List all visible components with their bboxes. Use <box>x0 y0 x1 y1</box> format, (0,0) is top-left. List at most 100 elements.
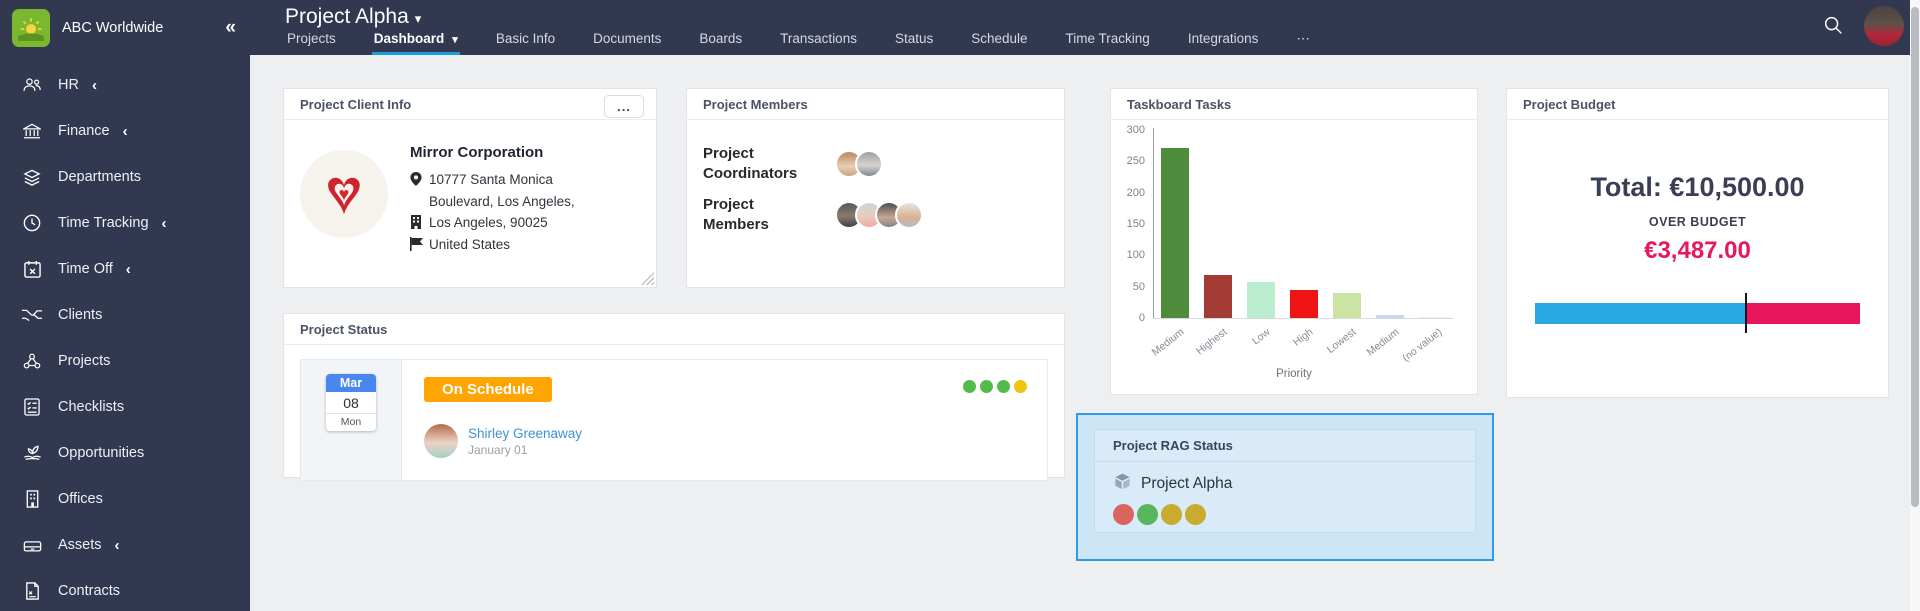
status-dots <box>963 380 1027 393</box>
sidebar-item-label: Time Tracking <box>58 215 149 231</box>
status-date-panel: Mar 08 Mon <box>300 359 402 481</box>
bar-chart: Priority 0 50 100 150 200 250 300 Medium Highest… <box>1111 120 1477 395</box>
card-title: Project Members <box>703 96 808 112</box>
y-axis <box>1153 128 1154 319</box>
card-project-rag-status-selected[interactable]: Project RAG Status Project Alpha <box>1076 413 1494 561</box>
sidebar-item-label: Finance <box>58 123 110 139</box>
bar-highest[interactable] <box>1204 275 1232 318</box>
scrollbar-track[interactable] <box>1910 0 1920 611</box>
handshake-icon <box>20 308 44 322</box>
members-body: Project Coordinators Project Members <box>687 120 1064 235</box>
rag-dot <box>1113 504 1134 525</box>
tab-status[interactable]: Status <box>894 31 934 46</box>
tab-projects[interactable]: Projects <box>287 31 336 46</box>
sidebar-collapse-icon[interactable]: « <box>225 16 236 38</box>
x-axis-category-label: High <box>1290 326 1316 349</box>
tab-basic-info[interactable]: Basic Info <box>495 31 556 46</box>
chevron-left-icon: ‹ <box>91 76 97 94</box>
layers-icon <box>20 169 44 186</box>
status-dot <box>963 380 976 393</box>
y-axis-tick-label: 100 <box>1126 249 1145 262</box>
brand: ABC Worldwide « <box>0 0 250 55</box>
member-row-label: Project Members <box>703 195 769 233</box>
sidebar-item-label: Offices <box>58 491 103 507</box>
sidebar-item-assets[interactable]: Assets ‹ <box>0 522 250 568</box>
bar-lowest[interactable] <box>1333 292 1361 318</box>
tab-transactions[interactable]: Transactions <box>780 31 857 46</box>
sidebar-item-label: Time Off <box>58 261 113 277</box>
company-logo-icon[interactable] <box>12 8 50 47</box>
resize-handle[interactable] <box>641 272 654 285</box>
sidebar-item-label: Departments <box>58 169 142 185</box>
card-taskboard-tasks: Taskboard Tasks Priority 0 50 100 150 200 250… <box>1110 88 1478 395</box>
bar-high[interactable] <box>1290 289 1318 318</box>
sidebar-item-finance[interactable]: Finance ‹ <box>0 108 250 154</box>
nodes-icon <box>20 353 44 370</box>
sidebar-item-contracts[interactable]: Contracts <box>0 568 250 611</box>
sidebar-item-departments[interactable]: Departments <box>0 154 250 200</box>
search-icon[interactable] <box>1822 14 1844 41</box>
date-day: 08 <box>343 395 359 411</box>
tab-integrations[interactable]: Integrations <box>1187 31 1259 46</box>
tab-boards[interactable]: Boards <box>699 31 743 46</box>
budget-over-segment <box>1745 303 1860 324</box>
tab-overflow-menu[interactable]: ⋯ <box>1296 31 1310 46</box>
building-icon <box>410 213 429 235</box>
user-avatar[interactable] <box>1864 6 1904 46</box>
bar-low[interactable] <box>1247 281 1275 318</box>
card-header: Project Members <box>687 89 1064 120</box>
member-row: Project Coordinators <box>703 144 1064 185</box>
client-country-line: United States <box>410 235 575 257</box>
member-avatar[interactable] <box>855 150 883 179</box>
chevron-down-icon: ▾ <box>452 34 458 46</box>
person-avatar[interactable] <box>424 424 458 458</box>
scrollbar-thumb[interactable] <box>1911 7 1919 507</box>
sidebar-item-hr[interactable]: HR ‹ <box>0 62 250 108</box>
person-date: January 01 <box>468 442 528 457</box>
calendar-icon <box>20 260 44 278</box>
card-title: Project RAG Status <box>1113 438 1233 453</box>
sidebar-item-label: Opportunities <box>58 445 145 461</box>
budget-over-amount: €3,487.00 <box>1644 237 1751 264</box>
bar-medium[interactable] <box>1161 147 1189 318</box>
client-company-name: Mirror Corporation <box>410 144 544 161</box>
box-icon <box>20 538 44 553</box>
tab-dashboard[interactable]: Dashboard ▾ <box>371 29 460 55</box>
card-title: Project Budget <box>1523 96 1616 112</box>
tab-time-tracking[interactable]: Time Tracking <box>1065 31 1150 46</box>
sidebar-item-label: Contracts <box>58 583 121 599</box>
tab-schedule[interactable]: Schedule <box>971 31 1028 46</box>
sidebar-item-projects[interactable]: Projects <box>0 338 250 384</box>
chevron-down-icon: ▾ <box>414 11 422 26</box>
address-text: Boulevard, Los Angeles, <box>429 194 575 210</box>
chevron-left-icon: ‹ <box>122 122 128 140</box>
budget-spent-segment <box>1535 303 1746 324</box>
bar--no-value-[interactable] <box>1419 316 1447 318</box>
card-project-client-info: Project Client Info ... ♥ ♥ ♥ Mirror Cor… <box>283 88 657 288</box>
member-avatar[interactable] <box>895 200 923 229</box>
heart-icon: ♥ <box>338 184 350 204</box>
card-menu-button[interactable]: ... <box>604 95 644 118</box>
y-axis-tick-label: 50 <box>1132 280 1145 293</box>
sidebar-item-checklists[interactable]: Checklists <box>0 384 250 430</box>
x-axis-category-label: Lowest <box>1324 326 1359 356</box>
sidebar-item-time-off[interactable]: Time Off ‹ <box>0 246 250 292</box>
sidebar-item-offices[interactable]: Offices <box>0 476 250 522</box>
status-main-panel: On Schedule Shirley Greenaway January 01 <box>402 359 1048 481</box>
sidebar-item-opportunities[interactable]: Opportunities <box>0 430 250 476</box>
sidebar-item-time-tracking[interactable]: Time Tracking ‹ <box>0 200 250 246</box>
page-title[interactable]: Project Alpha ▾ <box>285 5 421 29</box>
tab-documents[interactable]: Documents <box>593 31 662 46</box>
y-axis-tick-label: 200 <box>1126 186 1145 199</box>
building-icon <box>20 490 44 508</box>
company-name: ABC Worldwide <box>62 19 164 36</box>
person-name-link[interactable]: Shirley Greenaway <box>468 425 583 441</box>
sidebar-item-clients[interactable]: Clients <box>0 292 250 338</box>
heart-icon: ♥ <box>332 172 356 215</box>
avatar-group <box>835 150 883 179</box>
document-icon <box>20 582 44 600</box>
date-tile: Mar 08 Mon <box>326 374 376 431</box>
city-text: Los Angeles, 90025 <box>429 214 548 230</box>
status-dot <box>997 380 1010 393</box>
bar-medium[interactable] <box>1376 314 1404 318</box>
